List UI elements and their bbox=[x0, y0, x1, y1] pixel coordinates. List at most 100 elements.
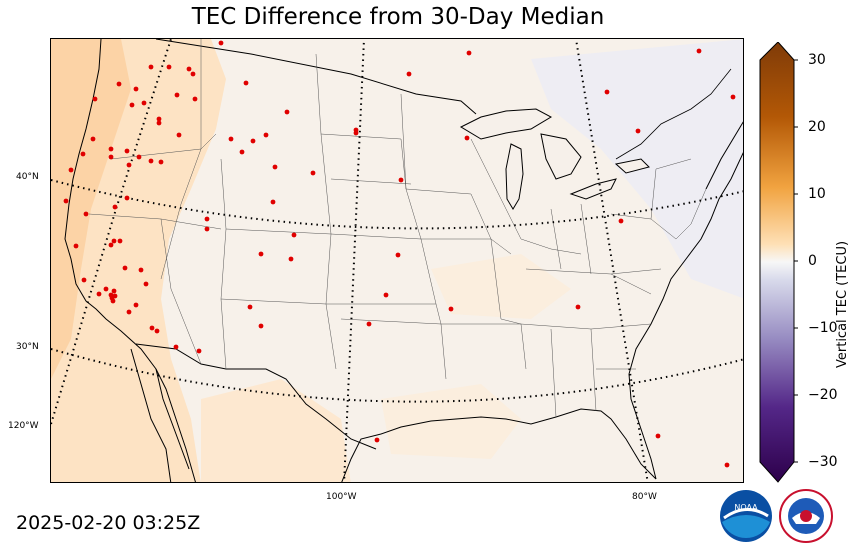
central-light-anomaly bbox=[431, 254, 571, 319]
colorbar-tick-minus10: −10 bbox=[808, 320, 838, 336]
station-marker bbox=[174, 92, 180, 98]
east-coastline bbox=[628, 152, 743, 375]
station-marker bbox=[263, 132, 269, 138]
colorbar-body bbox=[759, 42, 795, 483]
gulf-light-anomaly bbox=[381, 384, 521, 459]
station-marker bbox=[575, 304, 581, 310]
station-marker bbox=[288, 256, 294, 262]
colorbar-tick-0: 0 bbox=[808, 253, 817, 269]
lat-label-40n: 40°N bbox=[16, 172, 39, 182]
station-marker bbox=[108, 242, 114, 248]
southwest-anomaly bbox=[201, 379, 351, 482]
station-marker bbox=[186, 66, 192, 72]
station-marker bbox=[154, 328, 160, 334]
colorbar-tick-10: 10 bbox=[808, 186, 826, 202]
nws-logo bbox=[779, 489, 833, 543]
station-marker bbox=[116, 81, 122, 87]
station-marker bbox=[353, 127, 359, 133]
state-boundaries bbox=[88, 39, 707, 418]
station-marker bbox=[395, 252, 401, 258]
baja-coastline bbox=[130, 348, 172, 482]
parallel-40n bbox=[51, 179, 743, 230]
lon-label-80w: 80°W bbox=[632, 492, 657, 502]
lat-label-30n: 30°N bbox=[16, 342, 39, 352]
station-marker bbox=[112, 293, 118, 299]
station-marker bbox=[696, 48, 702, 54]
colorbar-tick-minus30: −30 bbox=[808, 454, 838, 470]
station-marker bbox=[124, 195, 130, 201]
station-marker bbox=[366, 321, 372, 327]
station-marker bbox=[111, 288, 117, 294]
station-marker bbox=[83, 211, 89, 217]
lake-michigan bbox=[505, 143, 524, 210]
station-marker bbox=[124, 148, 130, 154]
west-strong-anomaly bbox=[51, 39, 131, 379]
station-marker bbox=[228, 136, 234, 142]
gulf-of-california bbox=[155, 368, 190, 470]
colorbar-tick-20: 20 bbox=[808, 119, 826, 135]
noaa-logo: NOAA bbox=[720, 490, 772, 542]
station-marker bbox=[247, 304, 253, 310]
station-marker bbox=[655, 433, 661, 439]
us-mexico-border bbox=[135, 343, 377, 450]
station-marker bbox=[284, 109, 290, 115]
station-marker bbox=[68, 167, 74, 173]
station-marker bbox=[158, 159, 164, 165]
tec-map[interactable] bbox=[50, 38, 744, 483]
station-marker bbox=[239, 149, 245, 155]
station-marker bbox=[90, 136, 96, 142]
station-marker bbox=[138, 267, 144, 273]
graticule bbox=[51, 39, 743, 482]
station-marker bbox=[374, 437, 380, 443]
noaa-logo-text: NOAA bbox=[734, 503, 758, 512]
station-marker bbox=[243, 80, 249, 86]
lon-label-100w: 100°W bbox=[326, 492, 357, 502]
station-marker bbox=[291, 232, 297, 238]
station-marker bbox=[724, 462, 730, 468]
lake-ontario bbox=[614, 158, 650, 174]
station-marker bbox=[383, 292, 389, 298]
station-marker bbox=[618, 218, 624, 224]
lake-superior bbox=[459, 108, 553, 140]
station-marker bbox=[204, 226, 210, 232]
station-marker bbox=[250, 138, 256, 144]
station-marker bbox=[173, 344, 179, 350]
station-marker bbox=[270, 199, 276, 205]
station-marker bbox=[176, 132, 182, 138]
lon-label-120w: 120°W bbox=[8, 421, 39, 431]
station-marker bbox=[133, 86, 139, 92]
station-marker bbox=[218, 40, 224, 46]
station-marker bbox=[148, 64, 154, 70]
station-marker bbox=[136, 154, 142, 160]
us-canada-border bbox=[155, 39, 477, 115]
west-coastline bbox=[64, 39, 196, 482]
station-marker bbox=[141, 100, 147, 106]
station-marker bbox=[129, 102, 135, 108]
station-marker bbox=[63, 198, 69, 204]
station-marker bbox=[96, 291, 102, 297]
station-marker bbox=[117, 238, 123, 244]
station-marker bbox=[730, 94, 736, 100]
station-marker bbox=[103, 286, 109, 292]
lake-erie bbox=[569, 178, 617, 200]
station-marker bbox=[111, 238, 117, 244]
station-marker bbox=[108, 146, 114, 152]
station-markers bbox=[63, 40, 736, 468]
station-marker bbox=[166, 64, 172, 70]
maine-coastline bbox=[705, 121, 743, 190]
station-marker bbox=[310, 170, 316, 176]
lake-huron bbox=[540, 133, 582, 180]
colorbar-label: Vertical TEC (TECU) bbox=[835, 240, 850, 368]
station-marker bbox=[448, 306, 454, 312]
station-marker bbox=[398, 177, 404, 183]
station-marker bbox=[190, 71, 196, 77]
agency-logos: NOAA bbox=[720, 489, 833, 543]
station-marker bbox=[148, 158, 154, 164]
colorbar-ticks bbox=[794, 59, 798, 463]
station-marker bbox=[156, 116, 162, 122]
station-marker bbox=[110, 298, 116, 304]
station-marker bbox=[108, 154, 114, 160]
station-marker bbox=[192, 96, 198, 102]
station-marker bbox=[81, 277, 87, 283]
station-marker bbox=[92, 96, 98, 102]
